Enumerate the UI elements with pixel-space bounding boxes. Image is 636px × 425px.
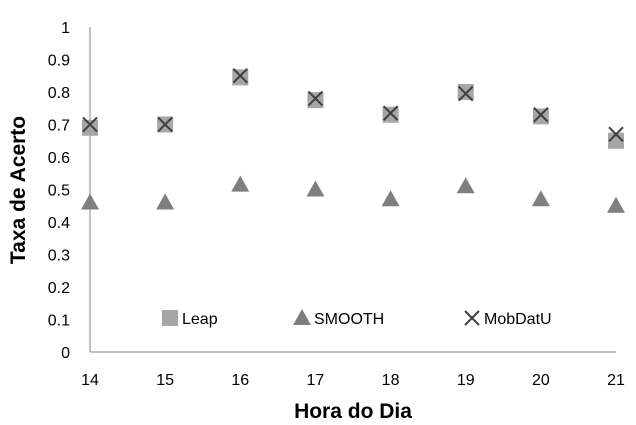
data-point-mobdatu bbox=[382, 105, 399, 121]
data-point-mobdatu bbox=[307, 90, 324, 107]
legend-item-mobdatu: MobDatU bbox=[464, 310, 552, 328]
data-point-mobdatu bbox=[157, 116, 173, 133]
data-point-mobdatu bbox=[82, 116, 98, 133]
legend-item-leap: Leap bbox=[162, 310, 218, 328]
data-point-leap bbox=[382, 106, 399, 123]
legend-label: Leap bbox=[182, 311, 218, 328]
legend-item-smooth: SMOOTH bbox=[293, 309, 384, 328]
data-point-smooth bbox=[456, 177, 475, 194]
data-marks bbox=[81, 68, 625, 213]
y-tick-label: 0 bbox=[61, 345, 70, 362]
data-point-mobdatu bbox=[232, 68, 248, 84]
data-point-smooth bbox=[531, 190, 550, 207]
data-point-smooth bbox=[231, 175, 250, 192]
legend-marker-leap bbox=[162, 310, 178, 326]
data-point-smooth bbox=[81, 193, 99, 210]
data-point-leap bbox=[307, 92, 324, 109]
x-tick-label: 14 bbox=[81, 372, 99, 389]
x-tick-label: 19 bbox=[457, 372, 475, 389]
data-point-smooth bbox=[306, 180, 325, 197]
y-tick-label: 0.4 bbox=[48, 215, 70, 232]
y-tick-label: 0.7 bbox=[48, 118, 70, 135]
data-point-leap bbox=[532, 108, 549, 125]
data-point-mobdatu bbox=[533, 107, 549, 123]
x-tick-labels: 14 15 16 17 18 19 20 21 bbox=[81, 372, 625, 389]
y-tick-label: 0.1 bbox=[48, 313, 70, 330]
series-leap bbox=[82, 69, 624, 149]
data-point-leap bbox=[457, 84, 474, 100]
data-point-smooth bbox=[156, 193, 175, 210]
legend-marker-smooth bbox=[293, 309, 311, 325]
data-point-leap bbox=[82, 119, 98, 136]
data-point-smooth bbox=[607, 196, 625, 213]
legend: Leap SMOOTH MobDatU bbox=[162, 309, 552, 328]
y-tick-label: 0.6 bbox=[48, 150, 70, 167]
y-tick-label: 0.3 bbox=[48, 248, 70, 265]
x-tick-label: 15 bbox=[156, 372, 174, 389]
legend-label: SMOOTH bbox=[314, 311, 384, 328]
data-point-mobdatu bbox=[458, 85, 474, 102]
legend-label: MobDatU bbox=[484, 311, 552, 328]
y-tick-label: 0.5 bbox=[48, 183, 70, 200]
y-tick-labels: 0 0.1 0.2 0.3 0.4 0.5 0.6 0.7 0.8 0.9 1 bbox=[48, 20, 70, 362]
data-point-leap bbox=[232, 69, 249, 86]
data-point-smooth bbox=[381, 190, 400, 207]
x-axis-title: Hora do Dia bbox=[294, 400, 412, 423]
y-tick-label: 0.2 bbox=[48, 280, 70, 297]
x-tick-label: 16 bbox=[231, 372, 249, 389]
data-point-mobdatu bbox=[608, 126, 624, 142]
series-smooth bbox=[81, 175, 625, 213]
legend-marker-mobdatu bbox=[464, 310, 480, 326]
x-tick-label: 21 bbox=[607, 372, 625, 389]
axes bbox=[89, 27, 616, 353]
data-point-leap bbox=[608, 132, 624, 149]
x-tick-label: 18 bbox=[382, 372, 400, 389]
y-tick-label: 0.9 bbox=[48, 53, 70, 70]
y-tick-label: 1 bbox=[61, 20, 70, 37]
y-axis-title: Taxa de Acerto bbox=[7, 116, 30, 264]
x-tick-label: 20 bbox=[532, 372, 550, 389]
series-mobdatu bbox=[82, 68, 624, 142]
y-tick-label: 0.8 bbox=[48, 85, 70, 102]
x-tick-label: 17 bbox=[307, 372, 325, 389]
